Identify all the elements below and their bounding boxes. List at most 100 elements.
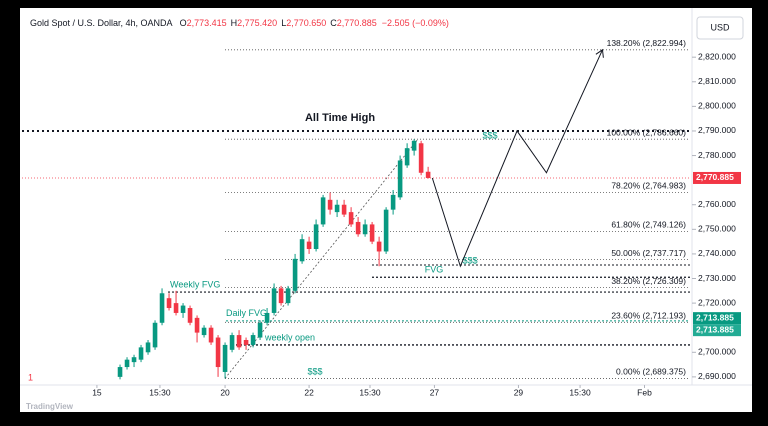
price-label: 2,713.885 (696, 324, 734, 334)
candle-body (369, 224, 375, 242)
candle-body (362, 224, 368, 235)
y-tick-label: 2,810.000 (698, 76, 736, 86)
level-label: weekly open (264, 332, 315, 342)
ohlc-value: 2,770.650 (286, 18, 326, 28)
candle-body (334, 204, 340, 213)
y-tick-label: 2,690.000 (698, 371, 736, 381)
level-label: FVG (425, 265, 444, 275)
annotation: $$$ (482, 130, 497, 140)
candle-body (201, 327, 207, 336)
y-tick-label: 2,790.000 (698, 125, 736, 135)
candle-body (425, 171, 431, 178)
logo: TradingView (26, 402, 74, 411)
symbol: Gold Spot / U.S. Dollar, 4h, OANDA (30, 18, 173, 28)
ohlc-key: C (330, 18, 337, 28)
x-tick-label: 20 (220, 387, 230, 397)
y-tick-label: 2,780.000 (698, 150, 736, 160)
x-tick-label: 15 (92, 387, 102, 397)
fib-label: 50.00% (2,737.717) (611, 248, 686, 258)
candle-body (173, 303, 179, 313)
candle-body (131, 357, 137, 363)
x-tick-label: 15:30 (359, 387, 381, 397)
projection-path (431, 49, 603, 268)
candle-body (180, 305, 186, 313)
currency[interactable]: USD (710, 22, 730, 32)
candle-body (229, 335, 235, 350)
candle-body (299, 239, 305, 262)
candle-body (390, 194, 396, 210)
candle-body (243, 339, 249, 345)
annotation: $$$ (307, 366, 322, 376)
header: Gold Spot / U.S. Dollar, 4h, OANDA O2,77… (30, 18, 449, 28)
ohlc-key: H (231, 18, 238, 28)
annotation: $$$ (462, 256, 477, 266)
currency-box[interactable] (696, 16, 744, 40)
price-label: 2,713.885 (696, 312, 734, 322)
candle-body (138, 347, 144, 360)
x-tick-label: Feb (637, 387, 652, 397)
x-tick-label: 22 (304, 387, 314, 397)
ohlc-key: L (281, 18, 286, 28)
level-label: Weekly FVG (170, 279, 220, 289)
candle-body (341, 204, 347, 215)
fib-label: 78.20% (2,764.983) (611, 181, 686, 191)
ohlc-value: 2,770.885 (337, 18, 377, 28)
fib-label: 38.20% (2,726.309) (611, 276, 686, 286)
candle-body (124, 359, 130, 368)
candle-body (145, 342, 151, 353)
y-tick-label: 2,740.000 (698, 248, 736, 258)
candle-body (264, 312, 270, 323)
candle-body (355, 221, 361, 235)
projection-arrowhead (595, 48, 604, 58)
candle-body (411, 140, 417, 151)
candle-body (152, 322, 158, 348)
ohlc-value: 2,773.415 (187, 18, 227, 28)
candle-body (236, 335, 242, 348)
candle-body (257, 322, 263, 338)
fib-label: 0.00% (2,689.375) (616, 367, 686, 377)
candle-body (117, 367, 123, 377)
change: −2.505 (−0.09%) (382, 18, 449, 28)
candle-body (383, 209, 389, 252)
candle-body (397, 160, 403, 198)
candle-body (327, 199, 333, 210)
candle-body (166, 298, 172, 309)
x-tick-label: 15:30 (149, 387, 171, 397)
level-label: Daily FVG (226, 308, 267, 318)
y-tick-label: 2,730.000 (698, 273, 736, 283)
price-label-box (693, 171, 741, 184)
candle-body (208, 327, 214, 343)
y-tick-label: 2,700.000 (698, 347, 736, 357)
y-tick-label: 2,800.000 (698, 101, 736, 111)
candle-body (250, 335, 256, 345)
price-label: 2,770.885 (696, 172, 734, 182)
level-label: All Time High (305, 112, 375, 124)
y-tick-label: 2,760.000 (698, 199, 736, 209)
candle-body (313, 224, 319, 250)
fib-label: 138.20% (2,822.994) (607, 38, 687, 48)
candle-body (215, 337, 221, 368)
fib-label: 61.80% (2,749.126) (611, 220, 686, 230)
marker: 1 (28, 372, 33, 382)
candle-body (222, 344, 228, 372)
candle-body (376, 241, 382, 252)
fib-label: 100.00% (2,786.660) (607, 127, 687, 137)
candle-body (306, 241, 312, 250)
candle-body (320, 197, 326, 225)
ohlc-value: 2,775.420 (237, 18, 277, 28)
y-tick-label: 2,750.000 (698, 224, 736, 234)
candle-body (271, 288, 277, 313)
x-tick-label: 15:30 (569, 387, 591, 397)
candle-body (187, 308, 193, 323)
x-tick-label: 27 (430, 387, 440, 397)
candle-body (418, 143, 424, 173)
candle-body (348, 212, 354, 225)
ohlc-key: O (180, 18, 187, 28)
candle-body (194, 317, 200, 333)
y-tick-label: 2,720.000 (698, 297, 736, 307)
price-label-box (693, 324, 741, 337)
candle-body (404, 148, 410, 166)
x-tick-label: 29 (514, 387, 524, 397)
